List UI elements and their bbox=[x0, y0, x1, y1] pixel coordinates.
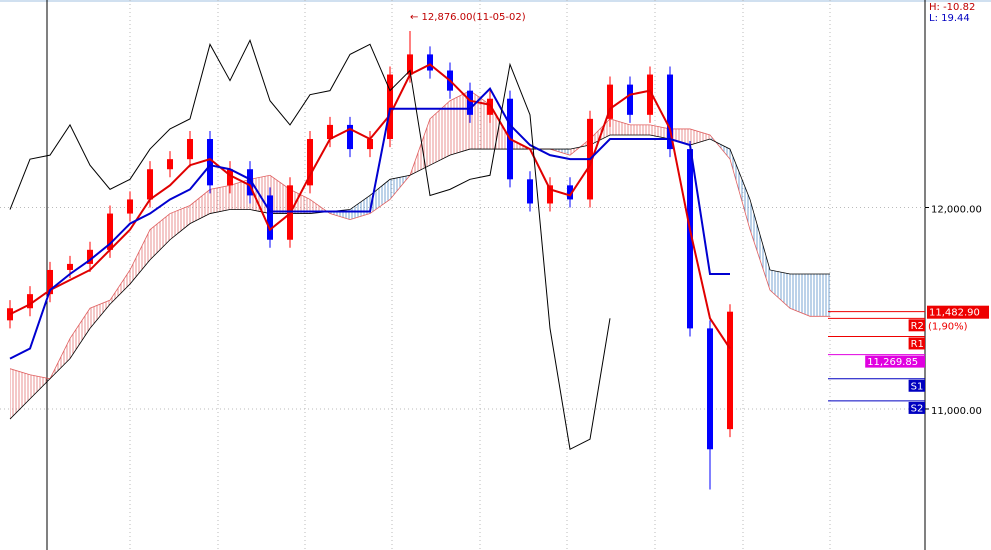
cloud-segment bbox=[210, 185, 230, 214]
candle-body bbox=[107, 213, 113, 250]
level-label: S2 bbox=[911, 403, 924, 414]
candle-body bbox=[707, 328, 713, 450]
cloud-segment bbox=[150, 213, 170, 260]
cloud-segment bbox=[10, 368, 30, 420]
level-label: 11,269.85 bbox=[867, 357, 918, 368]
candle-body bbox=[527, 179, 533, 204]
cloud-segment bbox=[490, 104, 510, 150]
candle-body bbox=[127, 199, 133, 214]
cloud-span bbox=[9, 90, 830, 380]
cloud-span bbox=[9, 134, 830, 420]
candle-body bbox=[547, 185, 553, 204]
last-price-label: 11,482.90 bbox=[929, 308, 980, 319]
level-box bbox=[908, 319, 925, 332]
cloud-segment bbox=[430, 100, 450, 166]
cloud-segment bbox=[790, 273, 810, 317]
candle-body bbox=[27, 294, 33, 309]
cloud-segment bbox=[170, 205, 190, 240]
candle-body bbox=[147, 169, 153, 200]
candle-body bbox=[467, 90, 473, 115]
candle-body bbox=[207, 139, 213, 186]
candle-body bbox=[47, 269, 53, 295]
cloud-segment bbox=[650, 124, 670, 140]
cloud-segment bbox=[770, 269, 790, 309]
candle-body bbox=[387, 74, 393, 140]
last-price-change: (1,90%) bbox=[928, 322, 968, 333]
cloud-segment bbox=[670, 128, 690, 146]
high-annotation: ← 12,876.00(11-05-02) bbox=[410, 12, 526, 23]
level-label: R2 bbox=[911, 321, 924, 332]
level-label: S1 bbox=[911, 381, 924, 392]
y-tick-label: 11,000.00 bbox=[931, 406, 982, 417]
candle-body bbox=[647, 74, 653, 115]
last-price-box bbox=[927, 305, 989, 319]
candle-body bbox=[187, 139, 193, 160]
candle-body bbox=[667, 74, 673, 150]
cloud-segment bbox=[290, 189, 310, 214]
candle-body bbox=[627, 84, 633, 115]
candle-body bbox=[347, 124, 353, 150]
cloud-segment bbox=[130, 229, 150, 285]
cloud-segment bbox=[230, 179, 250, 210]
cloud-segment bbox=[610, 118, 630, 135]
candle-body bbox=[407, 54, 413, 75]
level-box bbox=[908, 401, 925, 414]
candle-body bbox=[87, 249, 93, 264]
low-label: L: 19.44 bbox=[929, 13, 970, 24]
level-box bbox=[908, 337, 925, 350]
candle-body bbox=[607, 84, 613, 119]
candle-body bbox=[327, 124, 333, 140]
cloud-segment bbox=[810, 273, 830, 317]
cloud-segment bbox=[270, 175, 290, 214]
candle-body bbox=[67, 263, 73, 270]
indicator-line bbox=[9, 63, 731, 350]
candle-body bbox=[167, 159, 173, 170]
cloud-segment bbox=[630, 124, 650, 135]
cloud-segment bbox=[470, 90, 490, 150]
candle-body bbox=[267, 195, 273, 240]
cloud-segment bbox=[110, 269, 130, 305]
candle-body bbox=[367, 139, 373, 150]
cloud-segment bbox=[190, 189, 210, 224]
y-tick-label: 12,000.00 bbox=[931, 205, 982, 216]
level-box bbox=[865, 355, 925, 368]
candle-body bbox=[487, 98, 493, 115]
candle-body bbox=[567, 185, 573, 200]
high-label: H: -10.82 bbox=[929, 2, 975, 13]
level-box bbox=[908, 379, 925, 392]
indicator-line bbox=[9, 38, 611, 451]
cloud-segment bbox=[350, 195, 370, 220]
cloud-segment bbox=[730, 149, 750, 230]
cloud-segment bbox=[90, 300, 110, 329]
candle-body bbox=[687, 149, 693, 329]
candle-body bbox=[227, 169, 233, 186]
candle-body bbox=[307, 139, 313, 186]
indicator-line bbox=[9, 86, 730, 360]
cloud-segment bbox=[750, 199, 770, 291]
cloud-segment bbox=[370, 179, 390, 214]
cloud-segment bbox=[70, 308, 90, 359]
candle-body bbox=[427, 54, 433, 71]
candle-body bbox=[727, 311, 733, 430]
candle-body bbox=[247, 169, 253, 196]
cloud-segment bbox=[450, 90, 470, 156]
cloud-segment bbox=[690, 128, 710, 146]
cloud-segment bbox=[30, 374, 50, 399]
level-label: R1 bbox=[911, 339, 924, 350]
